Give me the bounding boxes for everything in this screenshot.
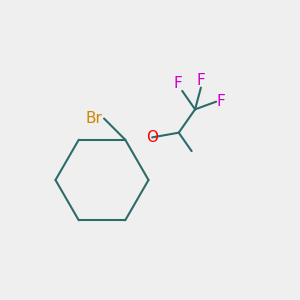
Text: Br: Br <box>86 111 103 126</box>
Text: F: F <box>216 94 225 109</box>
Text: O: O <box>146 130 158 145</box>
Text: F: F <box>173 76 182 91</box>
Text: F: F <box>196 73 205 88</box>
